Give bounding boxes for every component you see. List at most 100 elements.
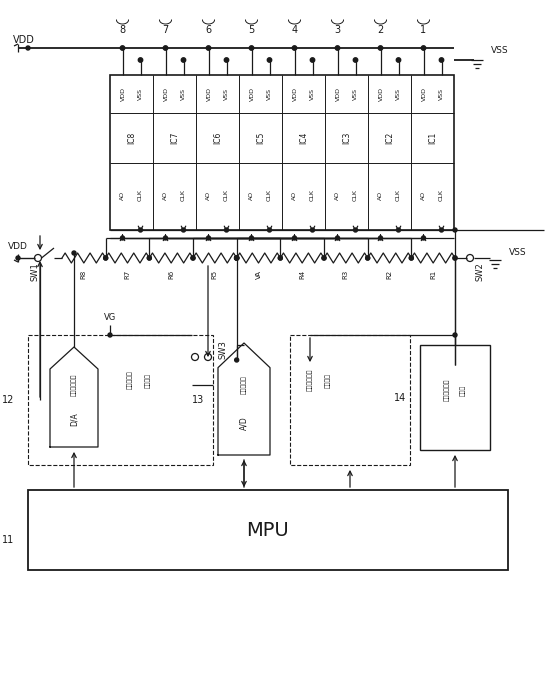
Text: AO: AO xyxy=(163,190,168,199)
Text: 3: 3 xyxy=(334,25,341,35)
Circle shape xyxy=(235,256,239,260)
Text: VSS: VSS xyxy=(439,88,444,100)
Circle shape xyxy=(310,58,315,62)
Text: AO: AO xyxy=(206,190,211,199)
Text: VDD: VDD xyxy=(422,87,427,101)
Circle shape xyxy=(292,46,296,50)
Text: VDD: VDD xyxy=(336,87,341,101)
Circle shape xyxy=(293,236,296,240)
Text: VSS: VSS xyxy=(353,88,358,100)
Circle shape xyxy=(422,236,425,240)
Text: VSS: VSS xyxy=(396,88,401,100)
Text: R1: R1 xyxy=(430,269,436,279)
Circle shape xyxy=(35,255,41,262)
Text: 14: 14 xyxy=(394,393,406,403)
Text: 8: 8 xyxy=(120,25,126,35)
Circle shape xyxy=(16,256,20,260)
Text: R6: R6 xyxy=(168,269,174,279)
Circle shape xyxy=(26,46,30,50)
Text: 13: 13 xyxy=(192,395,204,405)
Text: VSS: VSS xyxy=(224,88,229,100)
Text: VDD: VDD xyxy=(13,35,35,45)
Text: D/A: D/A xyxy=(69,412,78,426)
Text: CLK: CLK xyxy=(224,189,229,201)
Text: CLK: CLK xyxy=(181,189,186,201)
Circle shape xyxy=(191,256,195,260)
Text: VSS: VSS xyxy=(310,88,315,100)
Text: CLK: CLK xyxy=(310,189,315,201)
Text: AO: AO xyxy=(249,190,254,199)
Circle shape xyxy=(366,256,370,260)
Text: CLK: CLK xyxy=(439,189,444,201)
Text: AO: AO xyxy=(421,190,426,199)
Text: VDD: VDD xyxy=(207,87,212,101)
Circle shape xyxy=(353,58,358,62)
Text: 2: 2 xyxy=(377,25,383,35)
Text: VSS: VSS xyxy=(509,247,527,256)
Circle shape xyxy=(104,256,107,260)
Circle shape xyxy=(147,256,152,260)
Bar xyxy=(420,345,490,450)
Text: 制御機器: 制御機器 xyxy=(325,373,331,388)
Text: 多逓クロック: 多逓クロック xyxy=(444,379,450,401)
Circle shape xyxy=(181,58,186,62)
Text: VDD: VDD xyxy=(121,87,126,101)
Circle shape xyxy=(453,256,457,260)
Circle shape xyxy=(206,46,210,50)
Bar xyxy=(28,490,508,570)
Circle shape xyxy=(396,58,401,62)
Circle shape xyxy=(336,236,339,240)
Circle shape xyxy=(207,236,210,240)
Text: IC2: IC2 xyxy=(385,132,394,144)
Circle shape xyxy=(453,228,457,232)
Text: 4: 4 xyxy=(291,25,298,35)
Circle shape xyxy=(379,46,383,50)
Circle shape xyxy=(181,228,186,232)
Circle shape xyxy=(311,228,315,232)
Circle shape xyxy=(108,333,112,337)
Text: IC5: IC5 xyxy=(256,132,265,144)
Text: ゲイン設定: ゲイン設定 xyxy=(127,371,133,389)
Text: VSS: VSS xyxy=(138,88,143,100)
Text: IC6: IC6 xyxy=(213,132,222,144)
Circle shape xyxy=(204,353,212,360)
Circle shape xyxy=(138,228,143,232)
Circle shape xyxy=(120,46,125,50)
Circle shape xyxy=(235,256,239,260)
Text: R8: R8 xyxy=(81,269,87,279)
Text: AO: AO xyxy=(335,190,340,199)
Circle shape xyxy=(104,256,107,260)
Circle shape xyxy=(72,251,76,255)
Text: R7: R7 xyxy=(125,269,131,279)
Text: IC7: IC7 xyxy=(170,132,179,144)
Text: R4: R4 xyxy=(299,269,305,279)
Circle shape xyxy=(267,58,272,62)
Text: VDD: VDD xyxy=(8,242,28,251)
Text: 6: 6 xyxy=(206,25,212,35)
Text: CLK: CLK xyxy=(396,189,401,201)
Text: R5: R5 xyxy=(212,269,218,279)
Text: SW3: SW3 xyxy=(219,340,228,360)
Bar xyxy=(28,335,213,465)
Text: 信号計測用: 信号計測用 xyxy=(241,375,247,395)
Text: 11: 11 xyxy=(2,535,14,545)
Circle shape xyxy=(409,256,413,260)
Text: ゲイン設定用: ゲイン設定用 xyxy=(71,374,77,396)
Circle shape xyxy=(322,256,326,260)
Circle shape xyxy=(235,358,239,362)
Text: AO: AO xyxy=(120,190,125,199)
Text: 5: 5 xyxy=(249,25,255,35)
Text: AO: AO xyxy=(292,190,297,199)
Bar xyxy=(110,75,454,230)
Text: VSS: VSS xyxy=(267,88,272,100)
Text: CLK: CLK xyxy=(267,189,272,201)
Text: IC1: IC1 xyxy=(428,132,437,144)
Text: VDD: VDD xyxy=(250,87,255,101)
Text: 制御機器: 制御機器 xyxy=(145,373,151,388)
Text: A/D: A/D xyxy=(240,416,249,430)
Text: VG: VG xyxy=(104,312,116,321)
Circle shape xyxy=(192,353,198,360)
Circle shape xyxy=(322,256,326,260)
Circle shape xyxy=(278,256,282,260)
Circle shape xyxy=(249,46,253,50)
